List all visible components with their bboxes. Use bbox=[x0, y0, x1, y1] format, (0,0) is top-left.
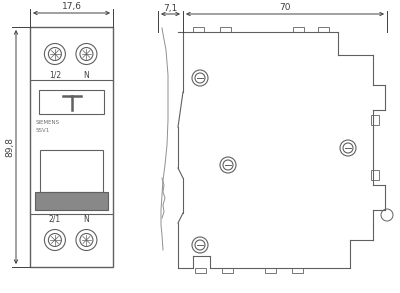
Text: 89,8: 89,8 bbox=[6, 137, 14, 157]
Bar bbox=[265, 268, 276, 273]
Bar bbox=[195, 268, 206, 273]
Bar bbox=[193, 27, 204, 32]
Bar bbox=[371, 115, 379, 125]
Bar bbox=[318, 27, 329, 32]
Bar bbox=[222, 268, 233, 273]
Text: 5SV1: 5SV1 bbox=[36, 127, 50, 132]
Bar bbox=[35, 192, 108, 210]
Text: 17,6: 17,6 bbox=[62, 3, 82, 11]
Text: N: N bbox=[84, 214, 89, 224]
Text: N: N bbox=[84, 71, 89, 79]
Text: 1/2: 1/2 bbox=[49, 71, 61, 79]
Bar bbox=[39, 90, 104, 114]
Text: 70: 70 bbox=[279, 4, 291, 13]
Bar bbox=[220, 27, 231, 32]
Bar bbox=[292, 268, 303, 273]
Text: 7,1: 7,1 bbox=[163, 4, 178, 13]
Text: SIEMENS: SIEMENS bbox=[36, 120, 60, 125]
Bar bbox=[293, 27, 304, 32]
Bar bbox=[40, 150, 103, 192]
Text: 2/1: 2/1 bbox=[49, 214, 61, 224]
Bar bbox=[371, 170, 379, 180]
Bar bbox=[30, 27, 113, 267]
